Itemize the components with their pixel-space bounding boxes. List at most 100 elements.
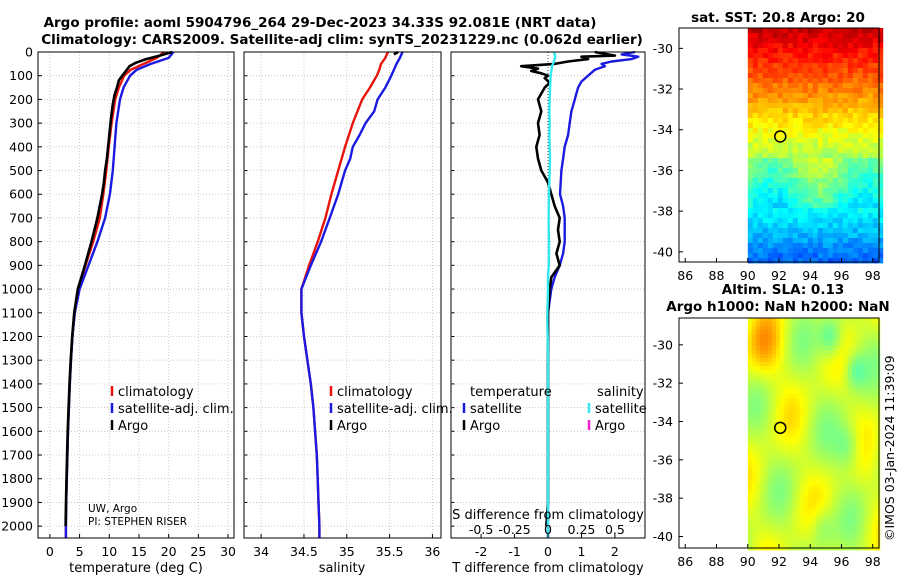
map-cell bbox=[797, 258, 804, 264]
map-cell bbox=[797, 233, 804, 239]
map-cell bbox=[763, 486, 769, 491]
map-cell bbox=[812, 193, 819, 199]
map-cell bbox=[811, 506, 817, 511]
map-cell bbox=[782, 143, 789, 149]
map-cell bbox=[847, 506, 853, 511]
map-cell bbox=[751, 390, 757, 395]
map-cell bbox=[862, 253, 869, 259]
map-cell bbox=[852, 108, 859, 114]
map-cell bbox=[871, 354, 877, 359]
map-cell bbox=[811, 394, 817, 399]
map-cell bbox=[795, 438, 801, 443]
map-cell bbox=[822, 248, 829, 254]
map-cell bbox=[767, 514, 773, 519]
map-cell bbox=[847, 362, 853, 367]
map-cell bbox=[863, 362, 869, 367]
map-cell bbox=[763, 466, 769, 471]
map-cell bbox=[797, 73, 804, 79]
map-cell bbox=[819, 466, 825, 471]
map-cell bbox=[823, 522, 829, 527]
map-cell bbox=[827, 38, 834, 44]
map-cell bbox=[787, 446, 793, 451]
map-cell bbox=[823, 330, 829, 335]
map-cell bbox=[847, 330, 853, 335]
map-cell bbox=[782, 198, 789, 204]
map-cell bbox=[811, 486, 817, 491]
map-cell bbox=[771, 362, 777, 367]
map-cell bbox=[772, 68, 779, 74]
map-cell bbox=[877, 98, 884, 104]
map-cell bbox=[771, 474, 777, 479]
map-cell bbox=[777, 168, 784, 174]
map-cell bbox=[847, 108, 854, 114]
map-cell bbox=[802, 243, 809, 249]
map-cell bbox=[867, 418, 873, 423]
map-cell bbox=[807, 406, 813, 411]
map-cell bbox=[837, 138, 844, 144]
map-cell bbox=[827, 338, 833, 343]
map-cell bbox=[795, 478, 801, 483]
map-cell bbox=[807, 354, 813, 359]
map-cell bbox=[837, 163, 844, 169]
map-cell bbox=[859, 322, 865, 327]
map-cell bbox=[791, 538, 797, 543]
map-cell bbox=[767, 223, 774, 229]
map-cell bbox=[783, 346, 789, 351]
x-tick-label: 35.5 bbox=[376, 544, 404, 559]
map-cell bbox=[812, 253, 819, 259]
map-cell bbox=[783, 422, 789, 427]
map-cell bbox=[763, 474, 769, 479]
map-cell bbox=[817, 178, 824, 184]
map-cell bbox=[842, 88, 849, 94]
map-cell bbox=[812, 213, 819, 219]
map-cell bbox=[747, 318, 753, 323]
map-cell bbox=[812, 38, 819, 44]
map-cell bbox=[867, 414, 873, 419]
map-cell bbox=[807, 218, 814, 224]
map-cell bbox=[823, 382, 829, 387]
map-cell bbox=[807, 178, 814, 184]
map-cell bbox=[855, 514, 861, 519]
map-cell bbox=[755, 542, 761, 547]
map-cell bbox=[852, 103, 859, 109]
map-cell bbox=[787, 153, 794, 159]
x-tick-label: 0 bbox=[46, 544, 54, 559]
map-cell bbox=[763, 358, 769, 363]
map-cell bbox=[795, 462, 801, 467]
map-cell bbox=[872, 43, 879, 49]
map-cell bbox=[827, 33, 834, 39]
map-cell bbox=[847, 218, 854, 224]
map-cell bbox=[759, 534, 765, 539]
map-x-tick-label: 94 bbox=[802, 554, 818, 569]
map-cell bbox=[831, 474, 837, 479]
map-cell bbox=[863, 406, 869, 411]
map-cell bbox=[842, 103, 849, 109]
map-cell bbox=[755, 506, 761, 511]
map-cell bbox=[837, 118, 844, 124]
map-cell bbox=[837, 63, 844, 69]
map-cell bbox=[792, 153, 799, 159]
map-cell bbox=[831, 534, 837, 539]
map-cell bbox=[851, 538, 857, 543]
map-cell bbox=[767, 370, 773, 375]
map-cell bbox=[783, 394, 789, 399]
map-cell bbox=[839, 382, 845, 387]
map-cell bbox=[817, 188, 824, 194]
map-cell bbox=[767, 248, 774, 254]
map-cell bbox=[772, 38, 779, 44]
map-cell bbox=[862, 173, 869, 179]
map-cell bbox=[863, 478, 869, 483]
map-cell bbox=[763, 482, 769, 487]
map-cell bbox=[815, 382, 821, 387]
map-cell bbox=[779, 438, 785, 443]
map-cell bbox=[817, 78, 824, 84]
map-cell bbox=[757, 98, 764, 104]
map-cell bbox=[867, 422, 873, 427]
map-cell bbox=[871, 486, 877, 491]
map-cell bbox=[827, 470, 833, 475]
map-cell bbox=[803, 410, 809, 415]
map-cell bbox=[783, 490, 789, 495]
map-cell bbox=[799, 342, 805, 347]
s-tick-label: 0.5 bbox=[605, 522, 625, 537]
map-cell bbox=[759, 450, 765, 455]
